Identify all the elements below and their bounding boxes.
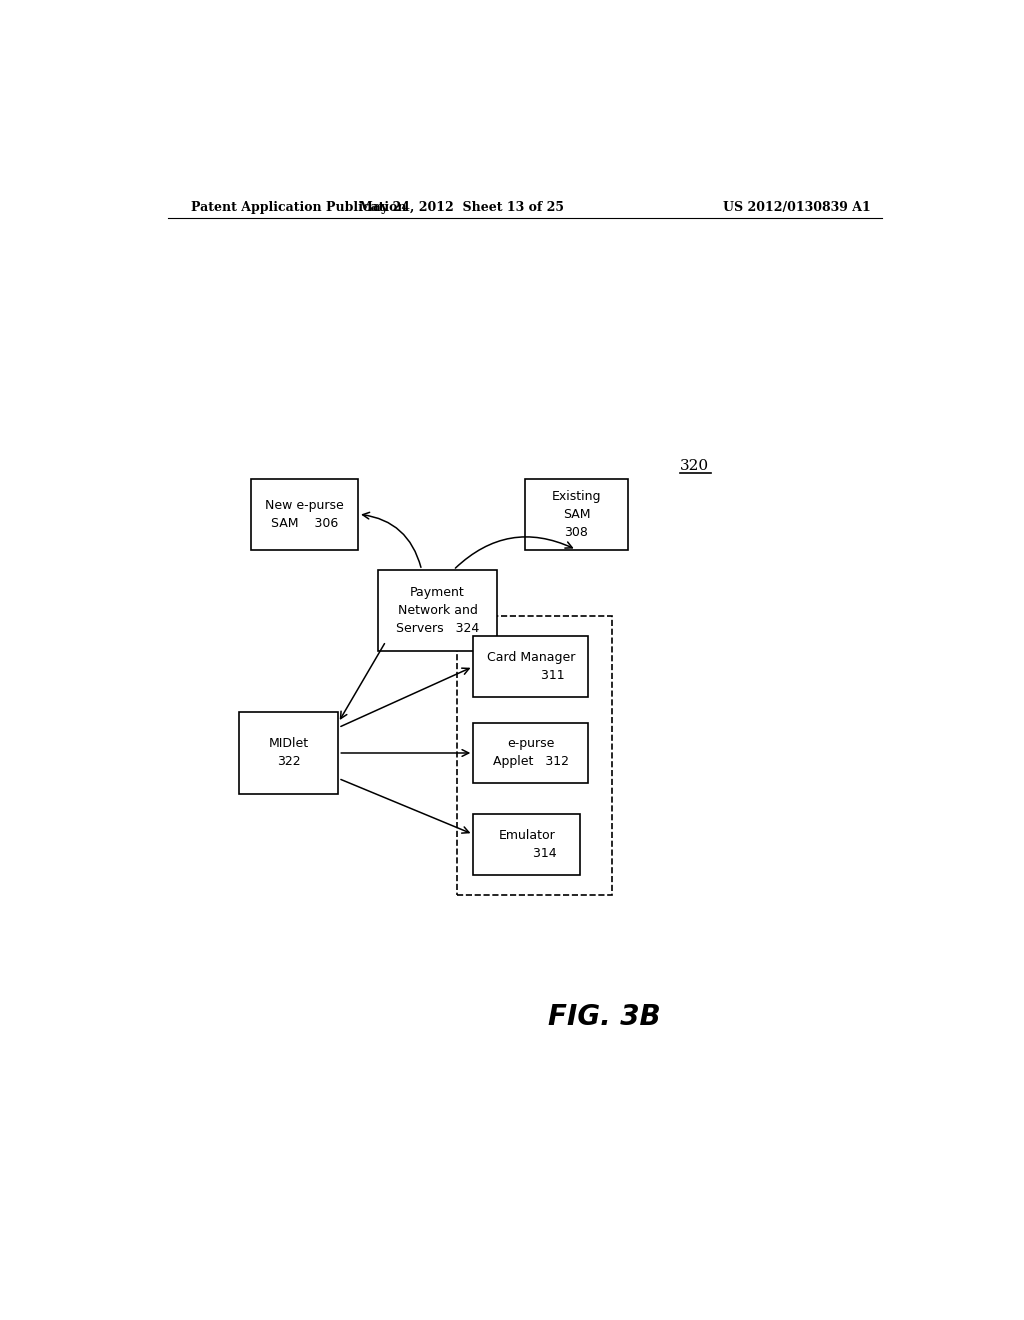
Text: 320: 320 [680, 459, 709, 474]
Text: FIG. 3B: FIG. 3B [548, 1003, 660, 1031]
FancyBboxPatch shape [473, 636, 588, 697]
Text: Card Manager
           311: Card Manager 311 [486, 651, 574, 682]
Text: MIDlet
322: MIDlet 322 [268, 738, 309, 768]
Text: Emulator
         314: Emulator 314 [497, 829, 557, 859]
FancyBboxPatch shape [524, 479, 628, 549]
Text: Payment
Network and
Servers   324: Payment Network and Servers 324 [396, 586, 479, 635]
Text: e-purse
Applet   312: e-purse Applet 312 [493, 738, 568, 768]
Text: US 2012/0130839 A1: US 2012/0130839 A1 [723, 201, 871, 214]
Text: New e-purse
SAM    306: New e-purse SAM 306 [265, 499, 344, 529]
FancyBboxPatch shape [240, 713, 338, 793]
Text: Existing
SAM
308: Existing SAM 308 [552, 490, 601, 539]
FancyBboxPatch shape [251, 479, 358, 549]
FancyBboxPatch shape [458, 615, 612, 895]
Text: Patent Application Publication: Patent Application Publication [191, 201, 407, 214]
FancyBboxPatch shape [473, 814, 581, 875]
FancyBboxPatch shape [473, 722, 588, 784]
Text: May 24, 2012  Sheet 13 of 25: May 24, 2012 Sheet 13 of 25 [358, 201, 564, 214]
FancyBboxPatch shape [378, 570, 497, 651]
